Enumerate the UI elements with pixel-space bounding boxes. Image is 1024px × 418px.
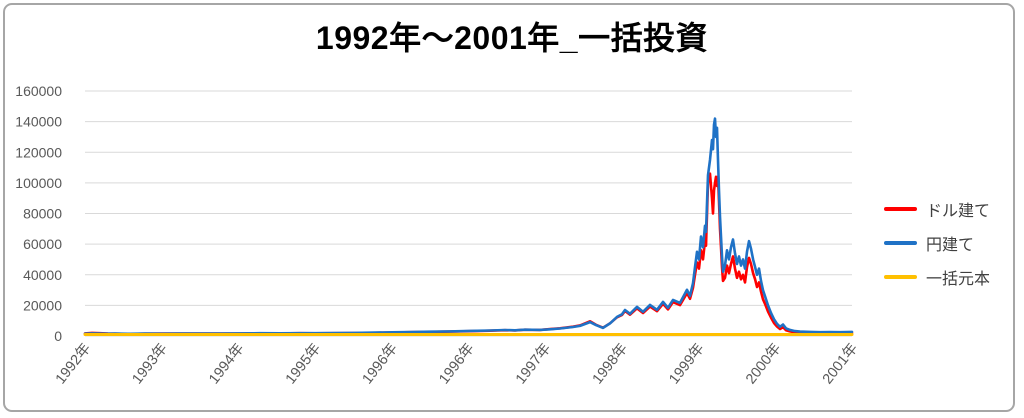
y-tick-label: 120000 <box>15 144 62 160</box>
legend: ドル建て 円建て 一括元本 <box>884 198 990 288</box>
series-line-0 <box>83 172 854 336</box>
x-tick-label: 1997年 <box>512 340 554 387</box>
y-tick-label: 100000 <box>15 175 62 191</box>
x-tick-label: 1992年 <box>52 340 94 387</box>
y-tick-label: 140000 <box>15 114 62 130</box>
legend-item-usd: ドル建て <box>884 198 990 220</box>
legend-line-swatch-red <box>884 207 917 211</box>
legend-item-jpy: 円建て <box>884 232 990 254</box>
chart-title: 1992年～2001年_一括投資 <box>315 20 709 56</box>
legend-label-jpy: 円建て <box>926 237 975 254</box>
legend-line-swatch-blue <box>884 241 917 245</box>
y-tick-label: 0 <box>54 328 62 344</box>
y-tick-label: 80000 <box>23 206 62 222</box>
y-tick-label: 20000 <box>23 297 62 313</box>
legend-label-principal: 一括元本 <box>926 271 991 288</box>
x-tick-label: 1993年 <box>129 340 171 387</box>
x-tick-label: 1994年 <box>205 340 247 387</box>
legend-label-usd: ドル建て <box>926 203 991 220</box>
series-line-1 <box>83 117 854 336</box>
chart-frame <box>3 3 1015 412</box>
x-tick-label: 2001年 <box>819 340 861 387</box>
legend-item-principal: 一括元本 <box>884 266 990 288</box>
y-tick-label: 60000 <box>23 236 62 252</box>
x-tick-label: 1999年 <box>666 340 708 387</box>
x-tick-label: 1995年 <box>282 340 324 387</box>
x-tick-label: 1996年 <box>359 340 401 387</box>
legend-line-swatch-yellow <box>884 275 917 279</box>
y-tick-label: 40000 <box>23 267 62 283</box>
x-tick-label: 1996年 <box>435 340 477 387</box>
y-tick-label: 160000 <box>15 83 62 99</box>
x-tick-label: 2000年 <box>742 340 784 387</box>
x-tick-label: 1998年 <box>589 340 631 387</box>
